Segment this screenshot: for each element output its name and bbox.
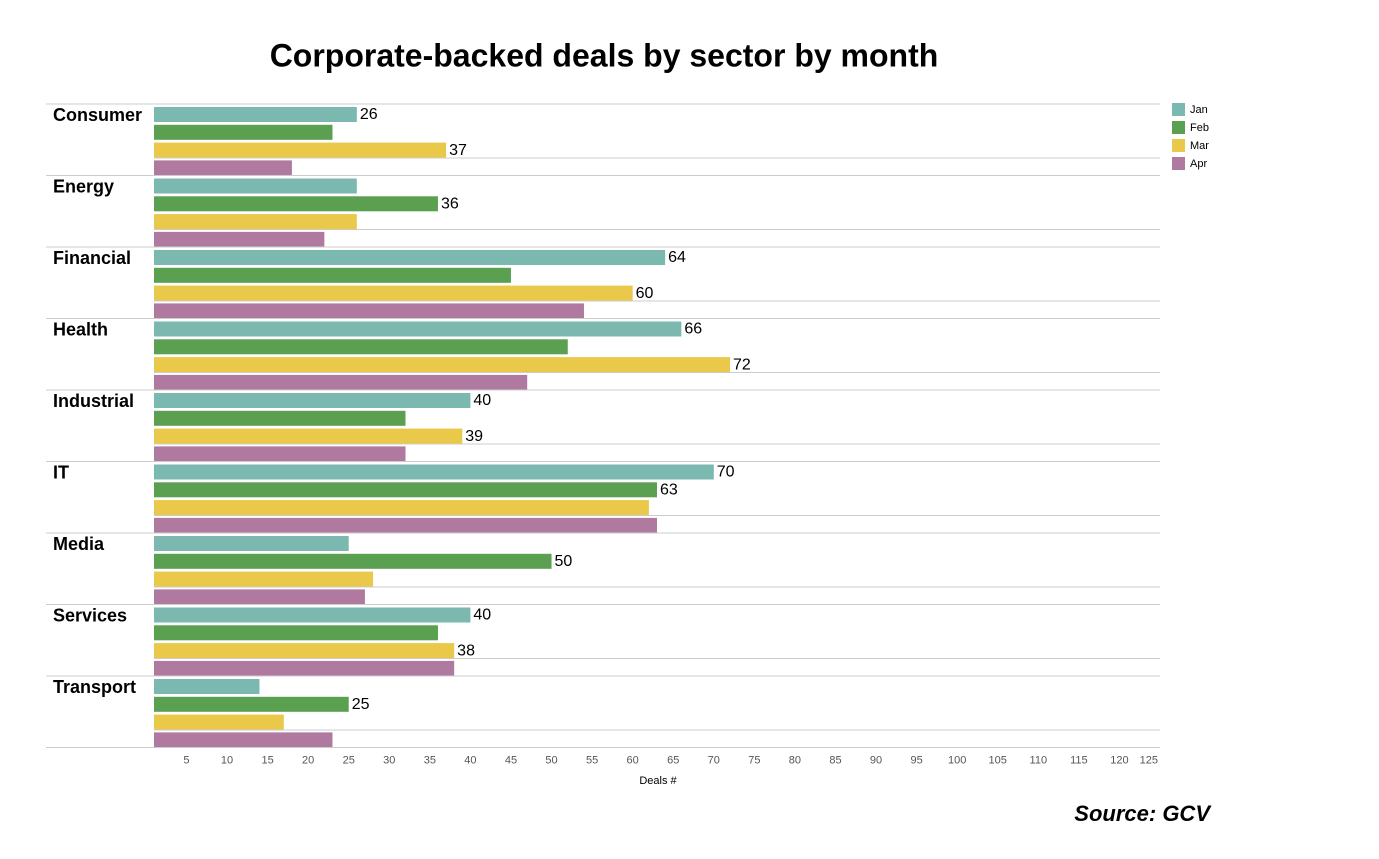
bar bbox=[154, 196, 438, 212]
bar bbox=[154, 571, 374, 587]
legend-label: Apr bbox=[1190, 158, 1207, 170]
category-label: Services bbox=[53, 605, 127, 625]
value-label: 26 bbox=[360, 106, 378, 123]
bar bbox=[154, 732, 333, 748]
bar bbox=[154, 160, 292, 176]
x-tick-label: 90 bbox=[870, 754, 882, 766]
category-label: Transport bbox=[53, 677, 136, 697]
legend-label: Feb bbox=[1190, 122, 1209, 134]
value-label: 66 bbox=[684, 321, 702, 338]
bar bbox=[154, 214, 357, 230]
x-tick-label: 60 bbox=[627, 754, 639, 766]
value-label: 36 bbox=[441, 196, 459, 213]
bar bbox=[154, 482, 657, 498]
bar bbox=[154, 428, 463, 444]
x-tick-label: 70 bbox=[708, 754, 720, 766]
value-label: 72 bbox=[733, 356, 751, 373]
legend-swatch bbox=[1172, 157, 1185, 170]
bar bbox=[154, 517, 657, 533]
bar bbox=[154, 464, 714, 480]
bar bbox=[154, 553, 552, 569]
value-label: 63 bbox=[660, 482, 678, 499]
x-tick-label: 25 bbox=[343, 754, 355, 766]
x-tick-label: 65 bbox=[667, 754, 679, 766]
legend-swatch bbox=[1172, 139, 1185, 152]
x-tick-label: 100 bbox=[948, 754, 966, 766]
bar bbox=[154, 500, 649, 516]
x-tick-label: 110 bbox=[1030, 754, 1048, 766]
category-label: IT bbox=[53, 462, 69, 482]
bar bbox=[154, 625, 438, 641]
x-tick-label: 115 bbox=[1070, 754, 1088, 766]
bar bbox=[154, 231, 325, 247]
chart-title: Corporate-backed deals by sector by mont… bbox=[270, 37, 939, 73]
category-label: Consumer bbox=[53, 105, 142, 125]
bar bbox=[154, 714, 284, 730]
category-label: Industrial bbox=[53, 391, 134, 411]
x-tick-label: 15 bbox=[261, 754, 273, 766]
x-tick-label: 120 bbox=[1110, 754, 1128, 766]
legend-swatch bbox=[1172, 121, 1185, 134]
value-label: 70 bbox=[717, 464, 735, 481]
bar bbox=[154, 393, 471, 408]
bar bbox=[154, 303, 584, 319]
bar bbox=[154, 250, 666, 265]
bar bbox=[154, 679, 260, 694]
value-label: 64 bbox=[668, 249, 686, 266]
legend-label: Jan bbox=[1190, 104, 1208, 116]
x-axis-label: Deals # bbox=[639, 775, 677, 787]
category-label: Energy bbox=[53, 176, 114, 196]
bar bbox=[154, 178, 357, 194]
x-tick-label: 95 bbox=[910, 754, 922, 766]
bar bbox=[154, 339, 568, 355]
bar bbox=[154, 536, 349, 551]
x-tick-label: 75 bbox=[748, 754, 760, 766]
x-tick-label: 5 bbox=[183, 754, 189, 766]
bar bbox=[154, 357, 731, 373]
bar bbox=[154, 142, 447, 158]
value-label: 40 bbox=[473, 392, 491, 409]
bar bbox=[154, 285, 633, 301]
bar bbox=[154, 410, 406, 426]
x-tick-label: 85 bbox=[829, 754, 841, 766]
value-label: 50 bbox=[555, 553, 573, 570]
bar bbox=[154, 374, 528, 390]
x-tick-label: 10 bbox=[221, 754, 233, 766]
bar bbox=[154, 267, 511, 283]
category-label: Health bbox=[53, 319, 108, 339]
bar bbox=[154, 607, 471, 623]
bar bbox=[154, 696, 349, 712]
source: Source: GCV bbox=[1074, 801, 1212, 826]
value-label: 25 bbox=[352, 696, 370, 713]
category-label: Media bbox=[53, 534, 105, 554]
bar bbox=[154, 321, 682, 337]
x-tick-label: 80 bbox=[789, 754, 801, 766]
value-label: 60 bbox=[636, 285, 654, 302]
x-tick-label: 55 bbox=[586, 754, 598, 766]
x-tick-label: 40 bbox=[464, 754, 476, 766]
x-tick-label: 105 bbox=[989, 754, 1007, 766]
legend-label: Mar bbox=[1190, 140, 1209, 152]
bar bbox=[154, 124, 333, 140]
bar bbox=[154, 446, 406, 462]
value-label: 37 bbox=[449, 142, 467, 159]
x-tick-label: 45 bbox=[505, 754, 517, 766]
value-label: 40 bbox=[473, 607, 491, 624]
x-tick-label: 125 bbox=[1140, 754, 1158, 766]
bar bbox=[154, 589, 365, 605]
x-tick-label: 30 bbox=[383, 754, 395, 766]
bar bbox=[154, 643, 455, 659]
bar bbox=[154, 107, 357, 122]
value-label: 38 bbox=[457, 642, 475, 659]
x-tick-label: 20 bbox=[302, 754, 314, 766]
category-label: Financial bbox=[53, 248, 131, 268]
x-tick-label: 35 bbox=[424, 754, 436, 766]
x-tick-label: 50 bbox=[545, 754, 557, 766]
value-label: 39 bbox=[465, 428, 483, 445]
legend-swatch bbox=[1172, 103, 1185, 116]
bar bbox=[154, 660, 455, 676]
